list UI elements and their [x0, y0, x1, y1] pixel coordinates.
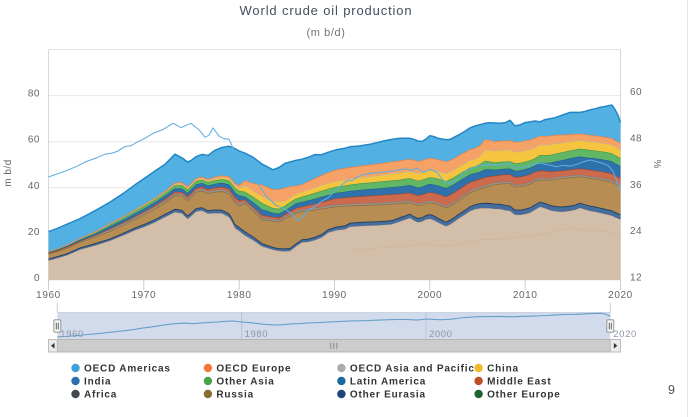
svg-text:1980: 1980 — [227, 290, 252, 301]
svg-text:1990: 1990 — [322, 290, 347, 301]
svg-text:80: 80 — [28, 89, 40, 100]
svg-text:2000: 2000 — [429, 329, 453, 340]
svg-text:24: 24 — [630, 226, 642, 237]
svg-text:1980: 1980 — [245, 329, 269, 340]
svg-text:2020: 2020 — [613, 329, 637, 340]
svg-text:2010: 2010 — [513, 290, 538, 301]
svg-text:Other Europe: Other Europe — [487, 390, 560, 401]
svg-text:12: 12 — [630, 273, 642, 284]
svg-text:OECD Asia and Pacific: OECD Asia and Pacific — [350, 364, 475, 375]
svg-text:Other Eurasia: Other Eurasia — [350, 390, 426, 401]
svg-text:Africa: Africa — [84, 390, 117, 401]
svg-text:(m b/d): (m b/d) — [306, 27, 345, 39]
svg-text:m b/d: m b/d — [3, 159, 14, 187]
svg-text:60: 60 — [28, 135, 40, 146]
svg-text:9: 9 — [668, 383, 675, 397]
svg-text:Latin America: Latin America — [350, 377, 426, 388]
svg-text:Middle East: Middle East — [487, 377, 551, 388]
svg-text:2020: 2020 — [608, 290, 633, 301]
svg-text:1960: 1960 — [36, 290, 61, 301]
svg-text:2000: 2000 — [417, 290, 442, 301]
svg-text:%: % — [651, 160, 662, 169]
svg-text:Other Asia: Other Asia — [216, 377, 274, 388]
svg-text:48: 48 — [630, 133, 642, 144]
svg-text:OECD Europe: OECD Europe — [216, 364, 291, 375]
svg-text:60: 60 — [630, 87, 642, 98]
svg-text:40: 40 — [28, 181, 40, 192]
svg-text:1970: 1970 — [131, 290, 156, 301]
svg-text:OECD Americas: OECD Americas — [84, 364, 171, 375]
svg-text:World crude oil production: World crude oil production — [240, 3, 413, 18]
svg-text:20: 20 — [28, 227, 40, 238]
svg-text:India: India — [84, 377, 111, 388]
svg-text:0: 0 — [34, 273, 40, 284]
svg-text:36: 36 — [630, 180, 642, 191]
svg-text:China: China — [487, 364, 519, 375]
svg-text:1960: 1960 — [60, 329, 84, 340]
svg-text:Russia: Russia — [216, 390, 254, 401]
